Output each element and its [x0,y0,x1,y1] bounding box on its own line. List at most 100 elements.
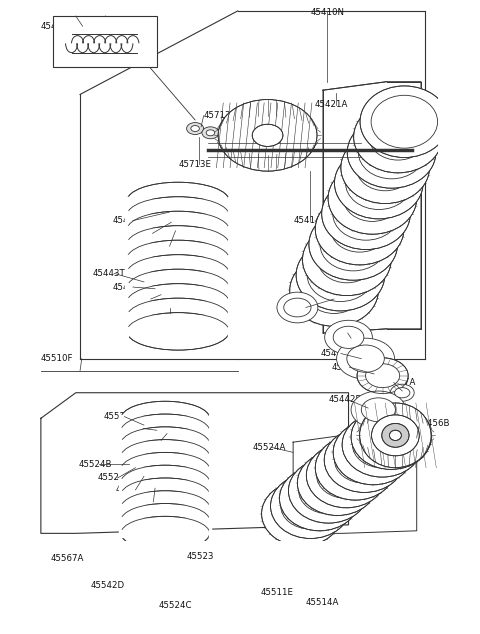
Text: 45471A: 45471A [41,22,74,31]
Ellipse shape [382,424,409,447]
Ellipse shape [121,516,210,550]
Text: 45443T: 45443T [112,216,145,225]
Text: 45611: 45611 [314,294,342,304]
Text: 45567A: 45567A [50,553,84,562]
Ellipse shape [118,558,162,589]
Ellipse shape [298,451,377,515]
Ellipse shape [347,117,436,188]
Ellipse shape [372,415,419,456]
Ellipse shape [127,255,229,292]
Ellipse shape [336,338,395,379]
Ellipse shape [293,610,327,634]
Ellipse shape [322,178,410,250]
Text: 45443T: 45443T [152,308,184,317]
Text: 45713E: 45713E [204,111,237,120]
Ellipse shape [288,458,369,523]
Ellipse shape [159,551,214,589]
Ellipse shape [272,585,301,605]
Ellipse shape [301,616,319,630]
Text: 45443T: 45443T [112,283,145,292]
Text: 45524B: 45524B [104,412,137,421]
Text: 45542D: 45542D [90,581,124,590]
Ellipse shape [354,101,442,173]
Text: 45511E: 45511E [261,588,294,597]
Text: 45524B: 45524B [134,497,168,507]
Text: 45422: 45422 [329,328,357,337]
Ellipse shape [127,269,229,307]
Text: 45421A: 45421A [314,100,348,109]
Ellipse shape [271,474,351,538]
Text: 45443T: 45443T [150,242,183,250]
Ellipse shape [324,428,404,493]
Ellipse shape [262,481,342,546]
Ellipse shape [121,491,210,525]
Ellipse shape [121,439,210,474]
Ellipse shape [277,292,318,323]
Ellipse shape [333,420,413,485]
Text: 45523: 45523 [187,552,214,561]
Text: 45524B: 45524B [116,486,149,495]
Ellipse shape [328,163,417,234]
Text: 45524B: 45524B [97,474,131,482]
Ellipse shape [324,320,372,354]
Ellipse shape [315,436,396,500]
Text: 45456B: 45456B [417,419,450,428]
Text: 45514A: 45514A [306,598,339,607]
Ellipse shape [127,226,229,263]
Ellipse shape [206,130,215,136]
Ellipse shape [290,255,378,327]
Text: 45423D: 45423D [321,349,355,358]
Ellipse shape [342,412,422,477]
Ellipse shape [206,572,244,597]
Ellipse shape [335,147,423,219]
Ellipse shape [127,298,229,335]
Ellipse shape [215,578,235,592]
Ellipse shape [127,283,229,321]
Text: 45524A: 45524A [252,443,286,452]
Ellipse shape [191,126,199,131]
Ellipse shape [275,595,346,634]
Text: 45424B: 45424B [332,363,365,372]
Ellipse shape [127,313,229,350]
Text: 45713E: 45713E [178,160,211,169]
Text: 45510F: 45510F [41,354,73,363]
Ellipse shape [192,560,257,609]
Text: 45524B: 45524B [142,436,175,445]
Text: 45443T: 45443T [93,269,126,278]
Ellipse shape [347,345,384,372]
Ellipse shape [123,562,157,585]
Ellipse shape [127,240,229,278]
Ellipse shape [315,193,404,265]
Text: 45414B: 45414B [293,216,326,225]
Ellipse shape [121,465,210,499]
Ellipse shape [121,414,210,448]
Ellipse shape [351,404,431,469]
Ellipse shape [302,224,391,295]
Ellipse shape [284,298,311,317]
Ellipse shape [390,384,414,401]
Ellipse shape [82,555,104,571]
Ellipse shape [389,430,401,441]
Text: 45524C: 45524C [158,601,192,611]
Ellipse shape [121,503,210,538]
Ellipse shape [313,584,375,628]
Ellipse shape [361,398,396,422]
Ellipse shape [202,127,219,139]
Text: 45524B: 45524B [78,460,112,469]
Text: 45442F: 45442F [329,395,361,404]
Ellipse shape [121,427,210,461]
Ellipse shape [279,466,360,531]
Ellipse shape [278,589,295,600]
Ellipse shape [351,391,406,429]
Ellipse shape [86,559,100,567]
Ellipse shape [341,132,430,204]
Ellipse shape [333,327,364,349]
Text: 45524B: 45524B [123,424,156,433]
Ellipse shape [309,209,397,280]
Ellipse shape [169,558,204,582]
Text: 45443T: 45443T [131,294,164,304]
Ellipse shape [203,569,247,600]
Ellipse shape [127,197,229,234]
Ellipse shape [121,478,210,512]
Ellipse shape [127,182,229,220]
